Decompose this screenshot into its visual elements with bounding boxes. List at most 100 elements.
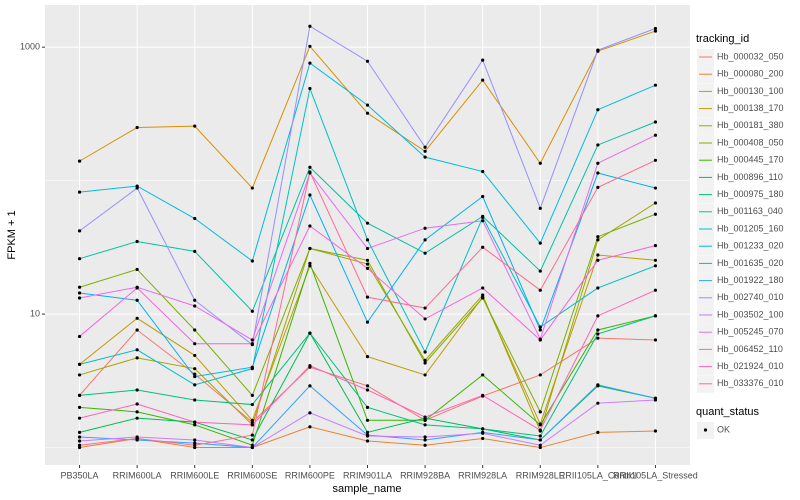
data-point <box>538 410 542 414</box>
data-point <box>250 342 254 346</box>
data-point <box>423 415 427 419</box>
x-axis-title: sample_name <box>332 483 401 495</box>
data-point <box>481 169 485 174</box>
data-point <box>308 193 312 197</box>
data-point <box>77 285 82 289</box>
data-point <box>77 291 82 295</box>
legend-point <box>703 428 708 432</box>
data-point <box>135 298 139 302</box>
data-point <box>481 296 485 300</box>
data-point <box>365 266 370 270</box>
legend-label: Hb_000130_100 <box>717 86 784 96</box>
x-tick-label: RRIM928LE <box>516 470 565 480</box>
data-point <box>653 338 658 342</box>
data-point <box>481 293 485 297</box>
data-point <box>423 306 427 310</box>
legend-label: Hb_005245_070 <box>717 327 784 337</box>
data-point <box>365 238 370 242</box>
data-point <box>250 186 254 190</box>
data-point <box>77 296 82 300</box>
data-point <box>77 445 82 450</box>
data-point <box>538 338 542 342</box>
data-point <box>365 355 370 359</box>
data-point <box>365 439 370 443</box>
data-point <box>77 435 82 439</box>
data-point <box>365 59 370 63</box>
data-point <box>193 443 197 447</box>
data-point <box>365 262 370 266</box>
x-tick-label: RRIM600PE <box>285 470 335 480</box>
data-point <box>481 78 485 82</box>
data-point <box>653 186 658 190</box>
data-point <box>481 436 485 441</box>
data-point <box>481 393 485 397</box>
data-point <box>365 384 370 388</box>
legend-title: quant_status <box>696 406 759 418</box>
data-point <box>538 241 542 245</box>
data-point <box>481 215 485 220</box>
y-axis-title: FPKM + 1 <box>6 210 18 259</box>
data-point <box>596 258 600 262</box>
data-point <box>653 288 658 292</box>
data-point <box>77 405 82 409</box>
data-point <box>77 430 82 434</box>
data-point <box>596 286 600 290</box>
data-point <box>423 238 427 242</box>
data-point <box>250 443 254 447</box>
legend-label: Hb_033376_010 <box>717 378 784 388</box>
data-point <box>77 439 82 443</box>
data-point <box>538 325 542 329</box>
data-point <box>193 383 197 387</box>
x-tick-label: RRII105LA_Stressed <box>613 470 698 480</box>
data-point <box>596 108 600 112</box>
data-point <box>538 423 542 427</box>
data-point <box>596 401 600 405</box>
data-point <box>135 348 139 352</box>
legend-label: OK <box>717 424 730 434</box>
data-point <box>308 170 312 174</box>
data-point <box>596 48 600 52</box>
data-point <box>308 44 312 48</box>
data-point <box>250 433 254 437</box>
data-point <box>423 373 427 377</box>
data-point <box>538 443 542 447</box>
data-point <box>423 155 427 159</box>
data-point <box>423 435 427 439</box>
data-point <box>308 86 312 91</box>
data-point <box>308 264 312 268</box>
legend-label: Hb_001205_160 <box>717 223 784 233</box>
data-point <box>481 245 485 249</box>
legend-label: Hb_006452_110 <box>717 344 783 354</box>
legend-label: Hb_003502_100 <box>717 309 784 319</box>
legend-label: Hb_000896_110 <box>717 172 783 182</box>
data-point <box>423 350 427 354</box>
data-point <box>193 375 197 379</box>
data-point <box>135 402 139 406</box>
data-point <box>135 436 139 441</box>
data-point <box>596 161 600 165</box>
data-point <box>365 258 370 262</box>
data-point <box>308 246 312 251</box>
data-point <box>423 317 427 321</box>
data-point <box>596 430 600 434</box>
data-point <box>596 185 600 189</box>
data-point <box>423 443 427 447</box>
legend-label: Hb_021924_010 <box>717 361 784 371</box>
data-point <box>193 353 197 358</box>
data-point <box>365 246 370 251</box>
data-point <box>193 328 197 332</box>
data-point <box>596 143 600 147</box>
data-point <box>596 253 600 257</box>
data-point <box>653 83 658 87</box>
data-point <box>596 336 600 340</box>
data-point <box>365 103 370 107</box>
data-point <box>481 219 485 223</box>
data-point <box>77 334 82 339</box>
data-point <box>193 304 197 308</box>
data-point <box>308 261 312 265</box>
legend-label: Hb_001163_040 <box>717 206 783 216</box>
data-point <box>135 125 139 130</box>
data-point <box>596 332 600 336</box>
data-point <box>481 373 485 377</box>
